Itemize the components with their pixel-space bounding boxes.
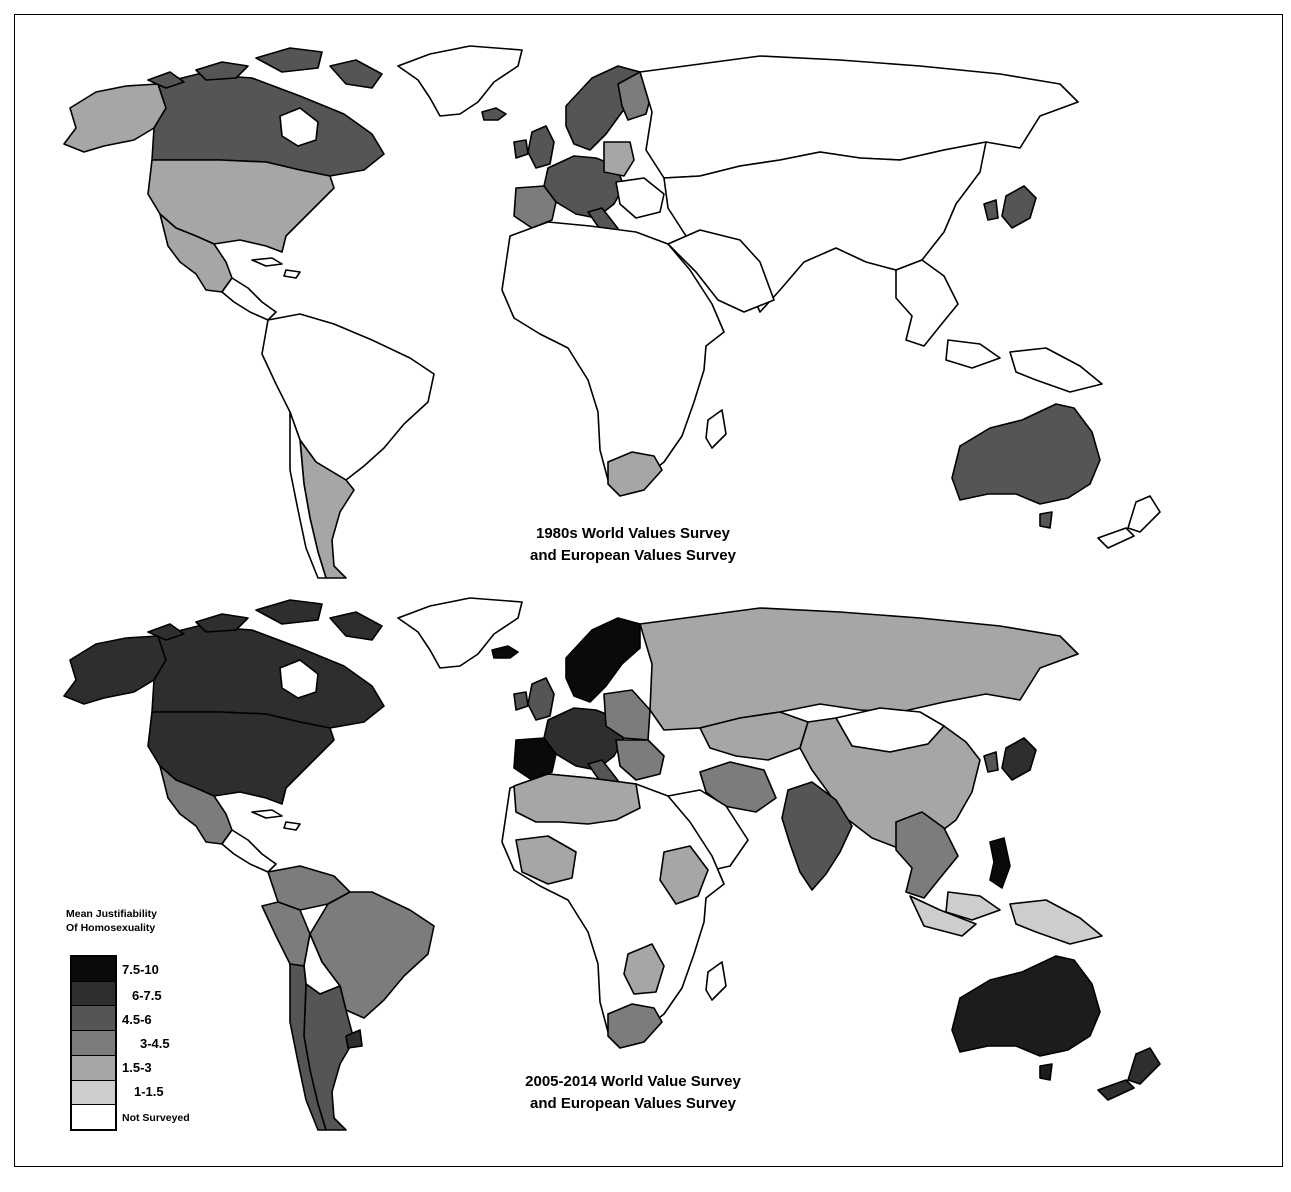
region-middle-east bbox=[667, 229, 775, 313]
region-new-zealand bbox=[1097, 495, 1161, 549]
caption-line: 2005-2014 World Value Survey bbox=[525, 1073, 741, 1090]
region-east-africa bbox=[659, 845, 709, 905]
region-central-america bbox=[221, 277, 277, 321]
region-arctic-islands bbox=[147, 599, 383, 641]
map-caption-1980s: 1980s World Values Survey and European V… bbox=[423, 523, 843, 567]
legend-label: 1.5-3 bbox=[122, 1060, 152, 1075]
caption-line: 1980s World Values Survey bbox=[536, 525, 730, 542]
region-hudson-bay bbox=[279, 659, 319, 699]
region-south-america bbox=[261, 313, 435, 481]
caption-line: and European Values Survey bbox=[530, 1095, 736, 1112]
region-ireland bbox=[513, 139, 529, 159]
region-caribbean bbox=[251, 809, 301, 831]
region-eastern-europe bbox=[603, 141, 635, 177]
region-southeast-asia bbox=[895, 811, 959, 899]
region-alaska bbox=[63, 83, 167, 153]
region-southeast-asia bbox=[895, 259, 1103, 393]
legend-swatch bbox=[72, 1031, 115, 1056]
region-caribbean bbox=[251, 257, 301, 279]
legend-label: Not Surveyed bbox=[122, 1112, 190, 1124]
legend-title-line: Mean Justifiability bbox=[66, 908, 158, 920]
region-uruguay bbox=[345, 1029, 363, 1049]
region-west-africa bbox=[515, 835, 577, 885]
map-caption-2005-2014: 2005-2014 World Value Survey and Europea… bbox=[423, 1071, 843, 1115]
region-iran bbox=[699, 761, 777, 813]
region-new-zealand bbox=[1097, 1047, 1161, 1101]
region-madagascar bbox=[705, 409, 727, 449]
region-philippines bbox=[989, 837, 1011, 889]
legend-swatch bbox=[72, 981, 115, 1007]
region-tasmania bbox=[1039, 511, 1053, 529]
region-korea bbox=[983, 751, 999, 773]
legend-swatches bbox=[70, 955, 117, 1131]
region-chile bbox=[289, 963, 327, 1131]
region-uk bbox=[527, 125, 555, 169]
region-australia bbox=[951, 955, 1101, 1057]
region-scandinavia bbox=[565, 617, 641, 703]
legend-label: 1-1.5 bbox=[134, 1084, 164, 1099]
legend-label: 7.5-10 bbox=[122, 962, 159, 977]
legend-label: 4.5-6 bbox=[122, 1012, 152, 1027]
region-iberia bbox=[513, 737, 557, 781]
region-canada bbox=[151, 625, 385, 729]
region-ireland bbox=[513, 691, 529, 711]
region-uk bbox=[527, 677, 555, 721]
region-russia bbox=[639, 607, 1079, 731]
region-southern-africa bbox=[623, 943, 665, 995]
region-arctic-islands bbox=[147, 47, 383, 89]
region-japan bbox=[1001, 185, 1037, 229]
region-korea bbox=[983, 199, 999, 221]
figure-frame bbox=[14, 14, 1283, 1167]
region-tasmania bbox=[1039, 1063, 1053, 1081]
caption-line: and European Values Survey bbox=[530, 547, 736, 564]
legend-swatch bbox=[72, 1055, 115, 1081]
region-indonesia bbox=[909, 891, 1103, 945]
region-peru bbox=[261, 901, 311, 967]
region-canada bbox=[151, 73, 385, 177]
region-central-america bbox=[221, 829, 277, 873]
map-1980s bbox=[63, 45, 1161, 579]
legend-swatch bbox=[72, 1080, 115, 1106]
legend-swatch bbox=[72, 1006, 115, 1032]
region-iberia bbox=[513, 185, 557, 229]
region-australia bbox=[951, 403, 1101, 505]
region-madagascar bbox=[705, 961, 727, 1001]
legend-swatch bbox=[72, 1105, 115, 1130]
region-balkans bbox=[615, 739, 665, 781]
region-chile bbox=[289, 411, 327, 579]
region-africa bbox=[501, 221, 725, 491]
region-balkans bbox=[615, 177, 665, 219]
map-2005-2014 bbox=[63, 597, 1161, 1131]
legend-title-line: Of Homosexuality bbox=[66, 922, 156, 934]
region-alaska bbox=[63, 635, 167, 705]
legend-title: Mean Justifiability Of Homosexuality bbox=[66, 907, 157, 935]
legend-label: 6-7.5 bbox=[132, 988, 162, 1003]
region-hudson-bay bbox=[279, 107, 319, 147]
region-north-africa bbox=[513, 773, 641, 825]
region-india bbox=[781, 781, 853, 891]
region-greenland bbox=[397, 45, 523, 117]
region-greenland bbox=[397, 597, 523, 669]
region-south-africa bbox=[607, 1003, 663, 1049]
region-iceland bbox=[481, 107, 507, 121]
region-iceland bbox=[491, 645, 519, 659]
region-japan bbox=[1001, 737, 1037, 781]
legend-label: 3-4.5 bbox=[140, 1036, 170, 1051]
region-south-africa bbox=[607, 451, 663, 497]
legend-swatch bbox=[72, 957, 115, 982]
